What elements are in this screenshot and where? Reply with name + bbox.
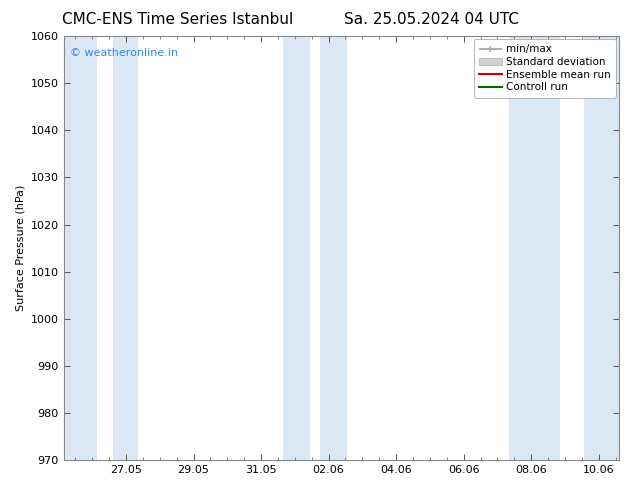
Bar [509,36,560,460]
Text: © weatheronline.in: © weatheronline.in [70,48,178,58]
Text: CMC-ENS Time Series Istanbul: CMC-ENS Time Series Istanbul [62,12,293,27]
Bar [63,36,97,460]
Bar [112,36,138,460]
Bar [583,36,619,460]
Y-axis label: Surface Pressure (hPa): Surface Pressure (hPa) [15,185,25,311]
Bar [283,36,310,460]
Legend: min/max, Standard deviation, Ensemble mean run, Controll run: min/max, Standard deviation, Ensemble me… [474,39,616,98]
Bar [320,36,347,460]
Text: Sa. 25.05.2024 04 UTC: Sa. 25.05.2024 04 UTC [344,12,519,27]
